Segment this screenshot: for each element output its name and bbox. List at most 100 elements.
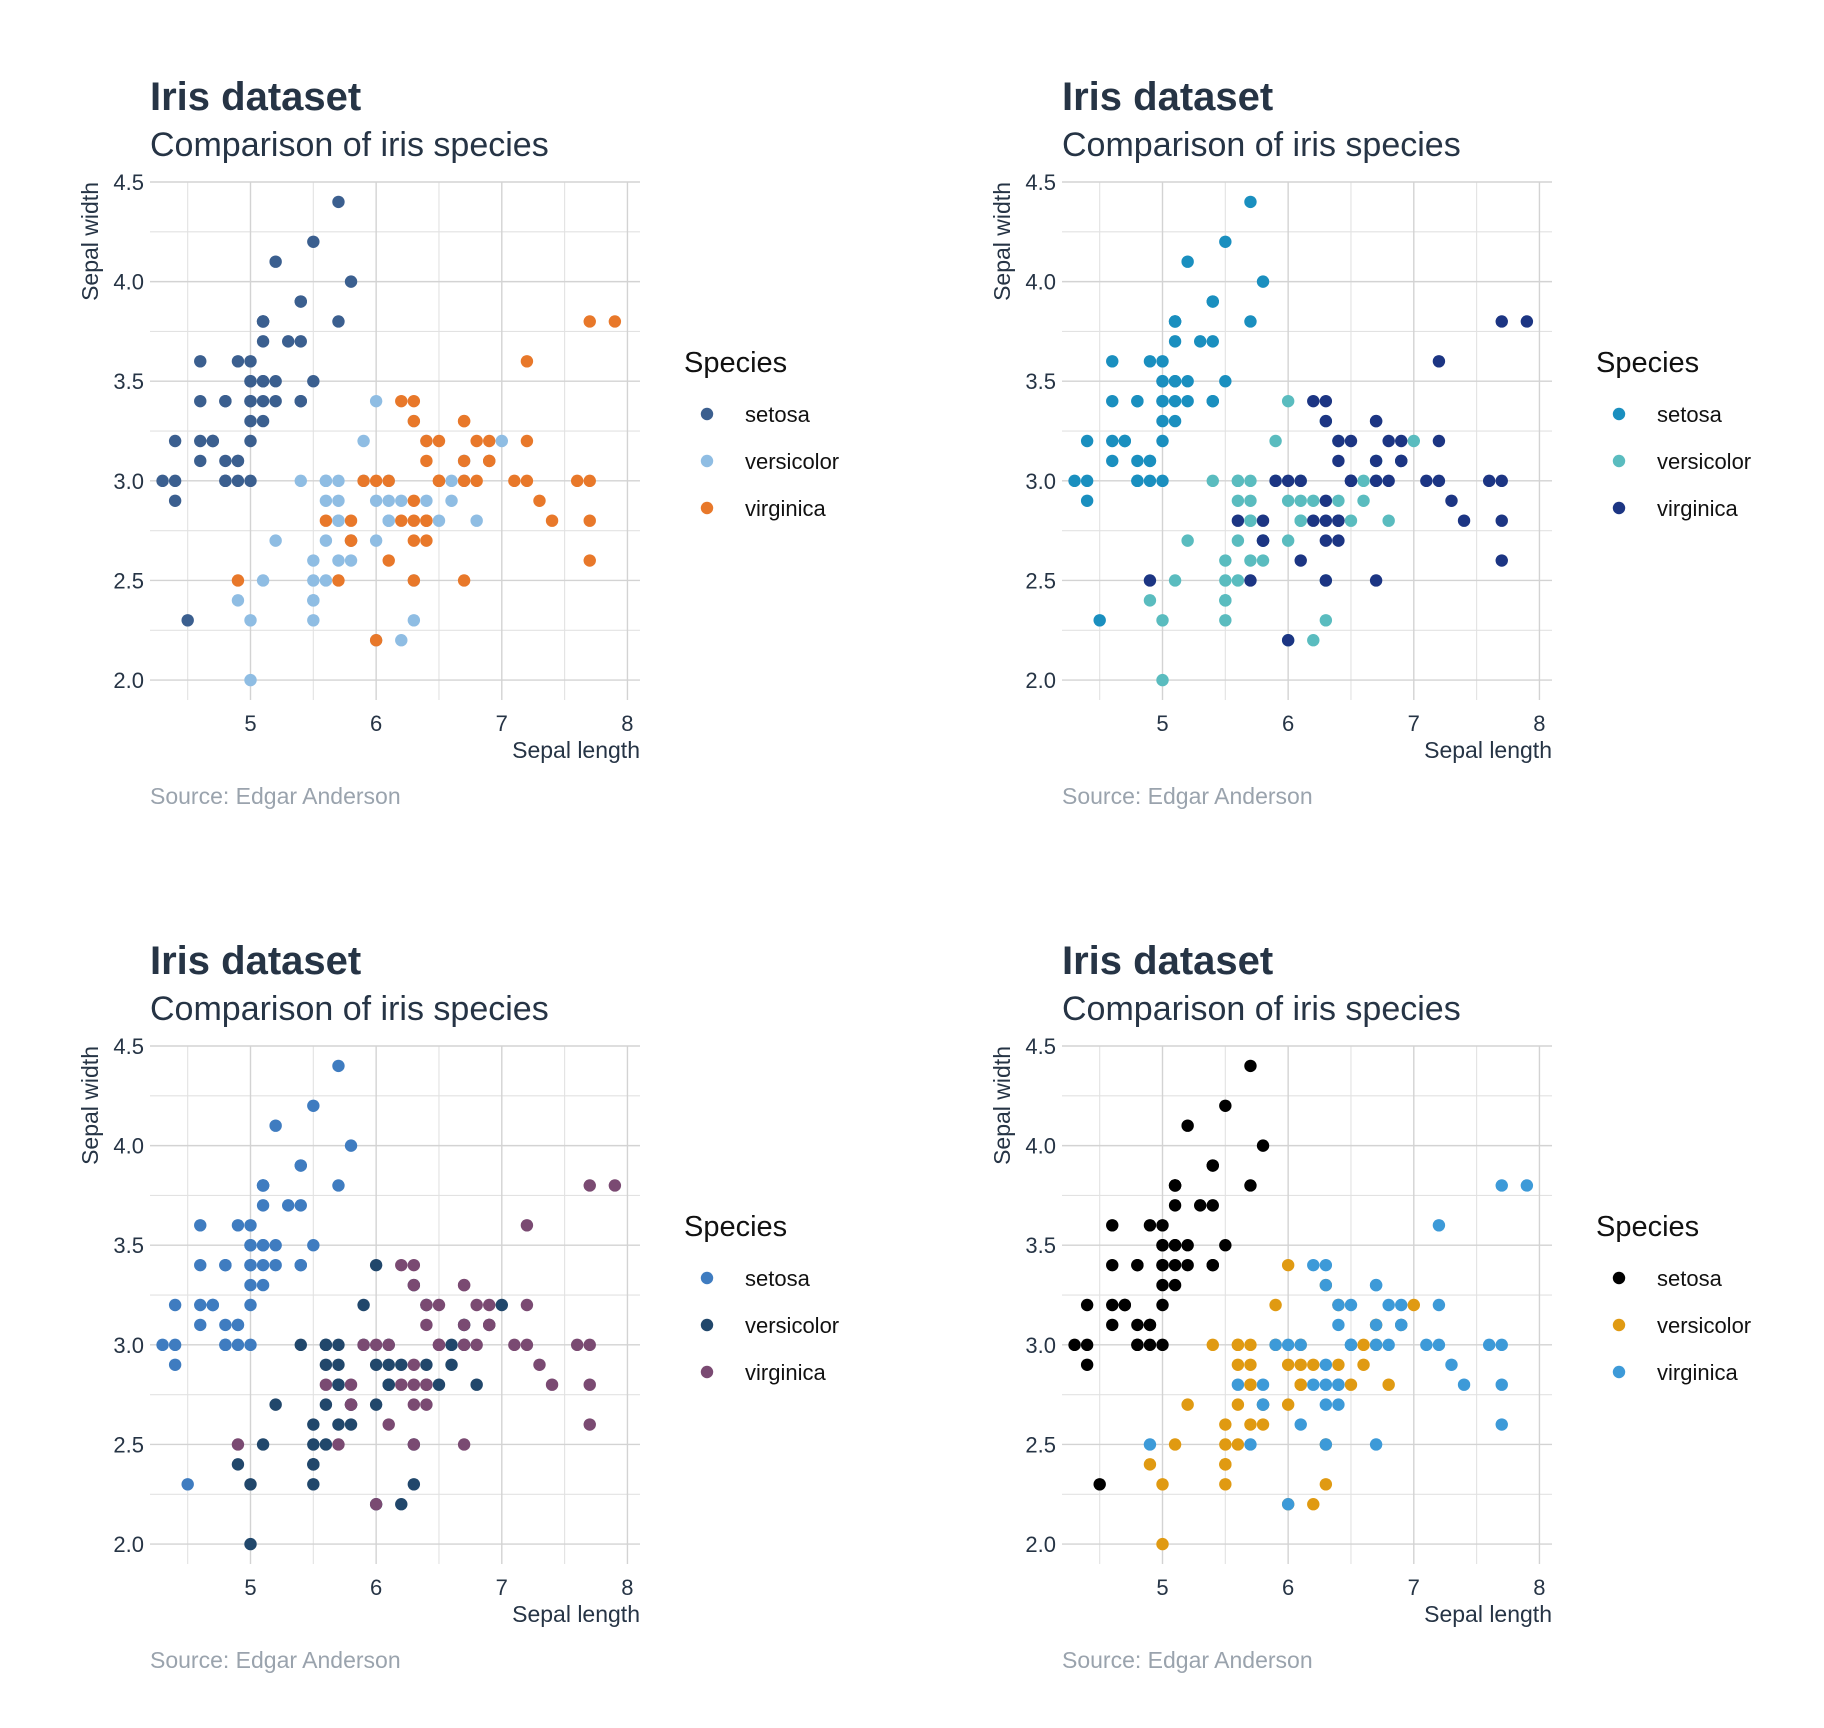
data-point-versicolor <box>1219 1418 1232 1431</box>
y-tick-label: 3.0 <box>1025 1333 1056 1358</box>
data-point-setosa <box>1168 414 1182 428</box>
data-point-virginica <box>1269 474 1282 488</box>
data-point-virginica <box>420 1398 433 1411</box>
legend-key-setosa <box>700 1271 714 1285</box>
y-axis-label: Sepal width <box>77 182 103 301</box>
data-point-virginica <box>1369 414 1383 428</box>
data-point-virginica <box>1369 1278 1383 1292</box>
data-point-setosa <box>1244 1059 1257 1073</box>
data-point-virginica <box>369 1498 383 1511</box>
data-point-setosa <box>1106 394 1119 408</box>
data-point-versicolor <box>1143 594 1157 607</box>
data-point-setosa <box>219 394 232 408</box>
data-point-versicolor <box>1332 494 1345 507</box>
y-tick-label: 2.5 <box>1025 1432 1056 1457</box>
data-point-setosa <box>1181 1239 1194 1252</box>
data-point-setosa <box>294 335 307 348</box>
data-point-virginica <box>420 534 433 547</box>
data-point-setosa <box>332 1059 345 1073</box>
data-point-setosa <box>307 1099 320 1112</box>
data-point-versicolor <box>332 1358 345 1371</box>
data-point-versicolor <box>1206 1338 1219 1352</box>
x-tick-label: 5 <box>1156 711 1168 736</box>
data-point-versicolor <box>319 534 333 547</box>
chart-subtitle: Comparison of iris species <box>1062 126 1461 164</box>
data-point-versicolor <box>382 494 395 507</box>
data-point-virginica <box>382 474 395 488</box>
data-point-setosa <box>1080 1358 1094 1371</box>
data-point-setosa <box>231 454 245 468</box>
data-point-setosa <box>181 1478 194 1491</box>
data-point-versicolor <box>1231 474 1245 488</box>
data-point-versicolor <box>1256 1418 1270 1431</box>
data-point-setosa <box>1143 355 1157 368</box>
data-point-versicolor <box>1294 1378 1307 1391</box>
data-point-setosa <box>244 1278 257 1292</box>
data-point-setosa <box>244 1219 257 1232</box>
data-point-virginica <box>1495 474 1508 488</box>
data-point-virginica <box>1307 394 1320 408</box>
data-point-virginica <box>470 1338 483 1352</box>
data-point-setosa <box>1131 1258 1144 1272</box>
data-point-versicolor <box>420 494 433 507</box>
data-point-versicolor <box>1143 1458 1157 1471</box>
data-point-setosa <box>156 474 169 488</box>
data-point-versicolor <box>1307 494 1320 507</box>
legend-key-versicolor <box>1612 454 1626 468</box>
data-point-virginica <box>1294 1338 1307 1352</box>
data-point-virginica <box>1332 534 1345 547</box>
data-point-versicolor <box>332 494 345 507</box>
data-point-virginica <box>357 1338 370 1352</box>
legend-key-versicolor <box>700 1318 714 1332</box>
data-point-virginica <box>332 574 345 587</box>
data-point-versicolor <box>332 1378 345 1391</box>
data-point-setosa <box>1244 315 1257 328</box>
x-tick-label: 7 <box>1408 1575 1420 1600</box>
data-point-virginica <box>1143 1438 1157 1451</box>
legend: Species setosa versicolor virginica <box>684 347 839 521</box>
data-point-virginica <box>395 394 408 408</box>
data-point-virginica <box>1382 1298 1395 1312</box>
data-point-virginica <box>1269 1338 1282 1352</box>
data-point-virginica <box>1319 414 1333 428</box>
data-point-setosa <box>1168 335 1182 348</box>
legend-key-versicolor <box>700 454 714 468</box>
data-point-virginica <box>583 474 596 488</box>
data-point-setosa <box>194 394 207 408</box>
data-point-setosa <box>219 474 232 488</box>
data-point-setosa <box>269 255 282 268</box>
data-point-setosa <box>1181 255 1194 268</box>
data-point-versicolor <box>319 494 333 507</box>
data-point-virginica <box>369 634 383 647</box>
data-point-virginica <box>344 534 358 547</box>
data-point-versicolor <box>357 1298 370 1312</box>
data-point-versicolor <box>319 1438 333 1451</box>
data-point-versicolor <box>395 1358 408 1371</box>
data-point-versicolor <box>395 634 408 647</box>
data-point-virginica <box>1143 574 1157 587</box>
legend-label-virginica: virginica <box>745 1360 826 1385</box>
data-point-setosa <box>219 1258 232 1272</box>
data-point-versicolor <box>1181 534 1194 547</box>
data-point-versicolor <box>1269 434 1282 448</box>
data-point-virginica <box>1281 634 1295 647</box>
data-point-virginica <box>1344 1298 1358 1312</box>
data-point-versicolor <box>1231 1438 1245 1451</box>
data-point-virginica <box>520 1219 534 1232</box>
data-point-setosa <box>1244 1179 1257 1192</box>
data-point-virginica <box>407 414 421 428</box>
data-point-setosa <box>1206 1258 1219 1272</box>
data-point-versicolor <box>1231 494 1245 507</box>
data-point-versicolor <box>307 554 320 567</box>
source-caption: Source: Edgar Anderson <box>1062 1647 1313 1673</box>
data-point-setosa <box>1093 1478 1106 1491</box>
data-point-setosa <box>1168 1278 1182 1292</box>
data-point-virginica <box>1495 1378 1508 1391</box>
data-point-versicolor <box>1357 474 1370 488</box>
data-point-setosa <box>194 1298 207 1312</box>
data-point-setosa <box>244 414 257 428</box>
data-point-virginica <box>483 1318 496 1332</box>
data-point-virginica <box>407 494 421 507</box>
data-point-virginica <box>369 1338 383 1352</box>
data-point-versicolor <box>1219 614 1232 627</box>
